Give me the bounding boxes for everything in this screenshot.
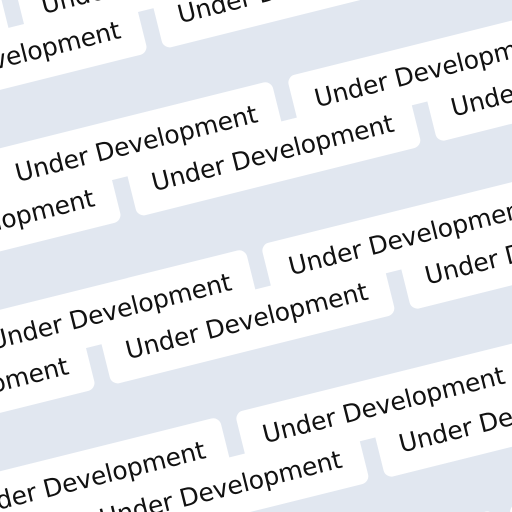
under-development-label: Under Development — [0, 332, 97, 460]
under-development-label: Under Development — [149, 0, 448, 49]
